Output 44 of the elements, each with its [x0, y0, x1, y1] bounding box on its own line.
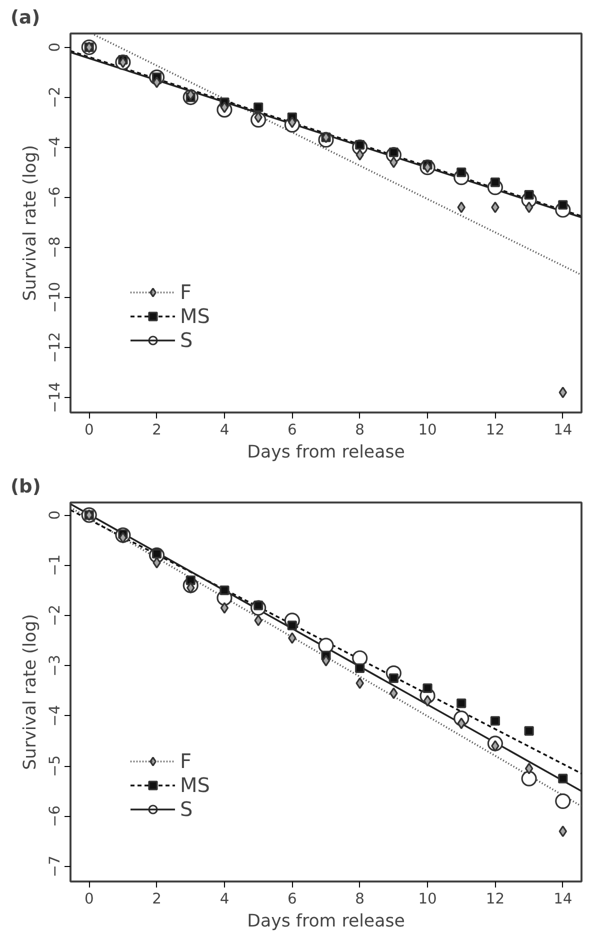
legend-label: F [180, 749, 193, 773]
x-tick-label: 2 [152, 422, 162, 438]
x-tick-label: 2 [152, 890, 162, 908]
y-tick-label: −12 [46, 332, 64, 363]
legend-label: S [180, 328, 194, 352]
x-tick-label: 8 [355, 890, 365, 908]
y-tick-label: −2 [46, 604, 64, 626]
x-axis-title: Days from release [247, 912, 405, 932]
y-tick-label: −3 [46, 654, 64, 676]
y-axis-title: Survival rate (log) [20, 614, 40, 770]
x-tick-label: 0 [84, 890, 94, 908]
y-tick-label: −4 [46, 136, 64, 158]
x-tick-label: 8 [355, 422, 365, 438]
x-tick-label: 4 [220, 890, 230, 908]
y-tick-label: −6 [46, 805, 64, 828]
x-axis-title: Days from release [247, 442, 405, 462]
x-tick-label: 6 [287, 422, 297, 438]
y-axis-title: Survival rate (log) [20, 144, 40, 302]
x-tick-label: 4 [220, 422, 230, 438]
x-tick-label: 14 [554, 422, 572, 438]
y-tick-label: −2 [46, 86, 64, 108]
legend-label: F [180, 280, 193, 304]
legend-label: MS [180, 304, 210, 328]
x-tick-label: 10 [418, 890, 437, 908]
x-tick-label: 14 [554, 890, 572, 908]
chart-title: (a) [10, 8, 40, 28]
x-tick-label: 12 [486, 422, 505, 438]
x-tick-label: 12 [486, 890, 505, 908]
legend-label: S [180, 797, 194, 821]
chart-title: (b) [10, 476, 41, 498]
y-tick-label: −6 [46, 186, 64, 208]
x-tick-label: 0 [84, 422, 94, 438]
y-tick-label: −4 [46, 705, 64, 727]
y-tick-label: −14 [46, 382, 64, 413]
legend-label: MS [180, 773, 210, 797]
y-tick-label: 0 [46, 510, 64, 520]
y-tick-label: −10 [46, 282, 64, 313]
x-tick-label: 10 [418, 422, 437, 438]
y-tick-label: −5 [46, 755, 64, 777]
y-tick-label: −8 [46, 236, 64, 258]
y-tick-label: −7 [46, 856, 64, 878]
x-tick-label: 6 [287, 890, 297, 908]
y-tick-label: 0 [46, 42, 64, 52]
y-tick-label: −1 [46, 554, 64, 576]
